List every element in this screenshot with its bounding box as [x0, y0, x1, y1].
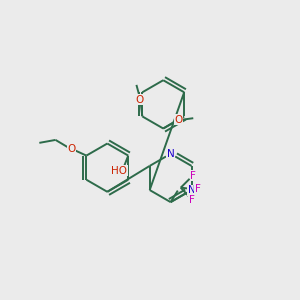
Text: F: F	[189, 195, 195, 205]
Text: N: N	[167, 149, 175, 159]
Text: O: O	[174, 115, 183, 125]
Text: O: O	[135, 94, 143, 105]
Text: O: O	[68, 144, 76, 154]
Text: F: F	[190, 171, 196, 181]
Text: F: F	[195, 184, 201, 194]
Text: HO: HO	[111, 166, 128, 176]
Text: N: N	[188, 185, 195, 195]
